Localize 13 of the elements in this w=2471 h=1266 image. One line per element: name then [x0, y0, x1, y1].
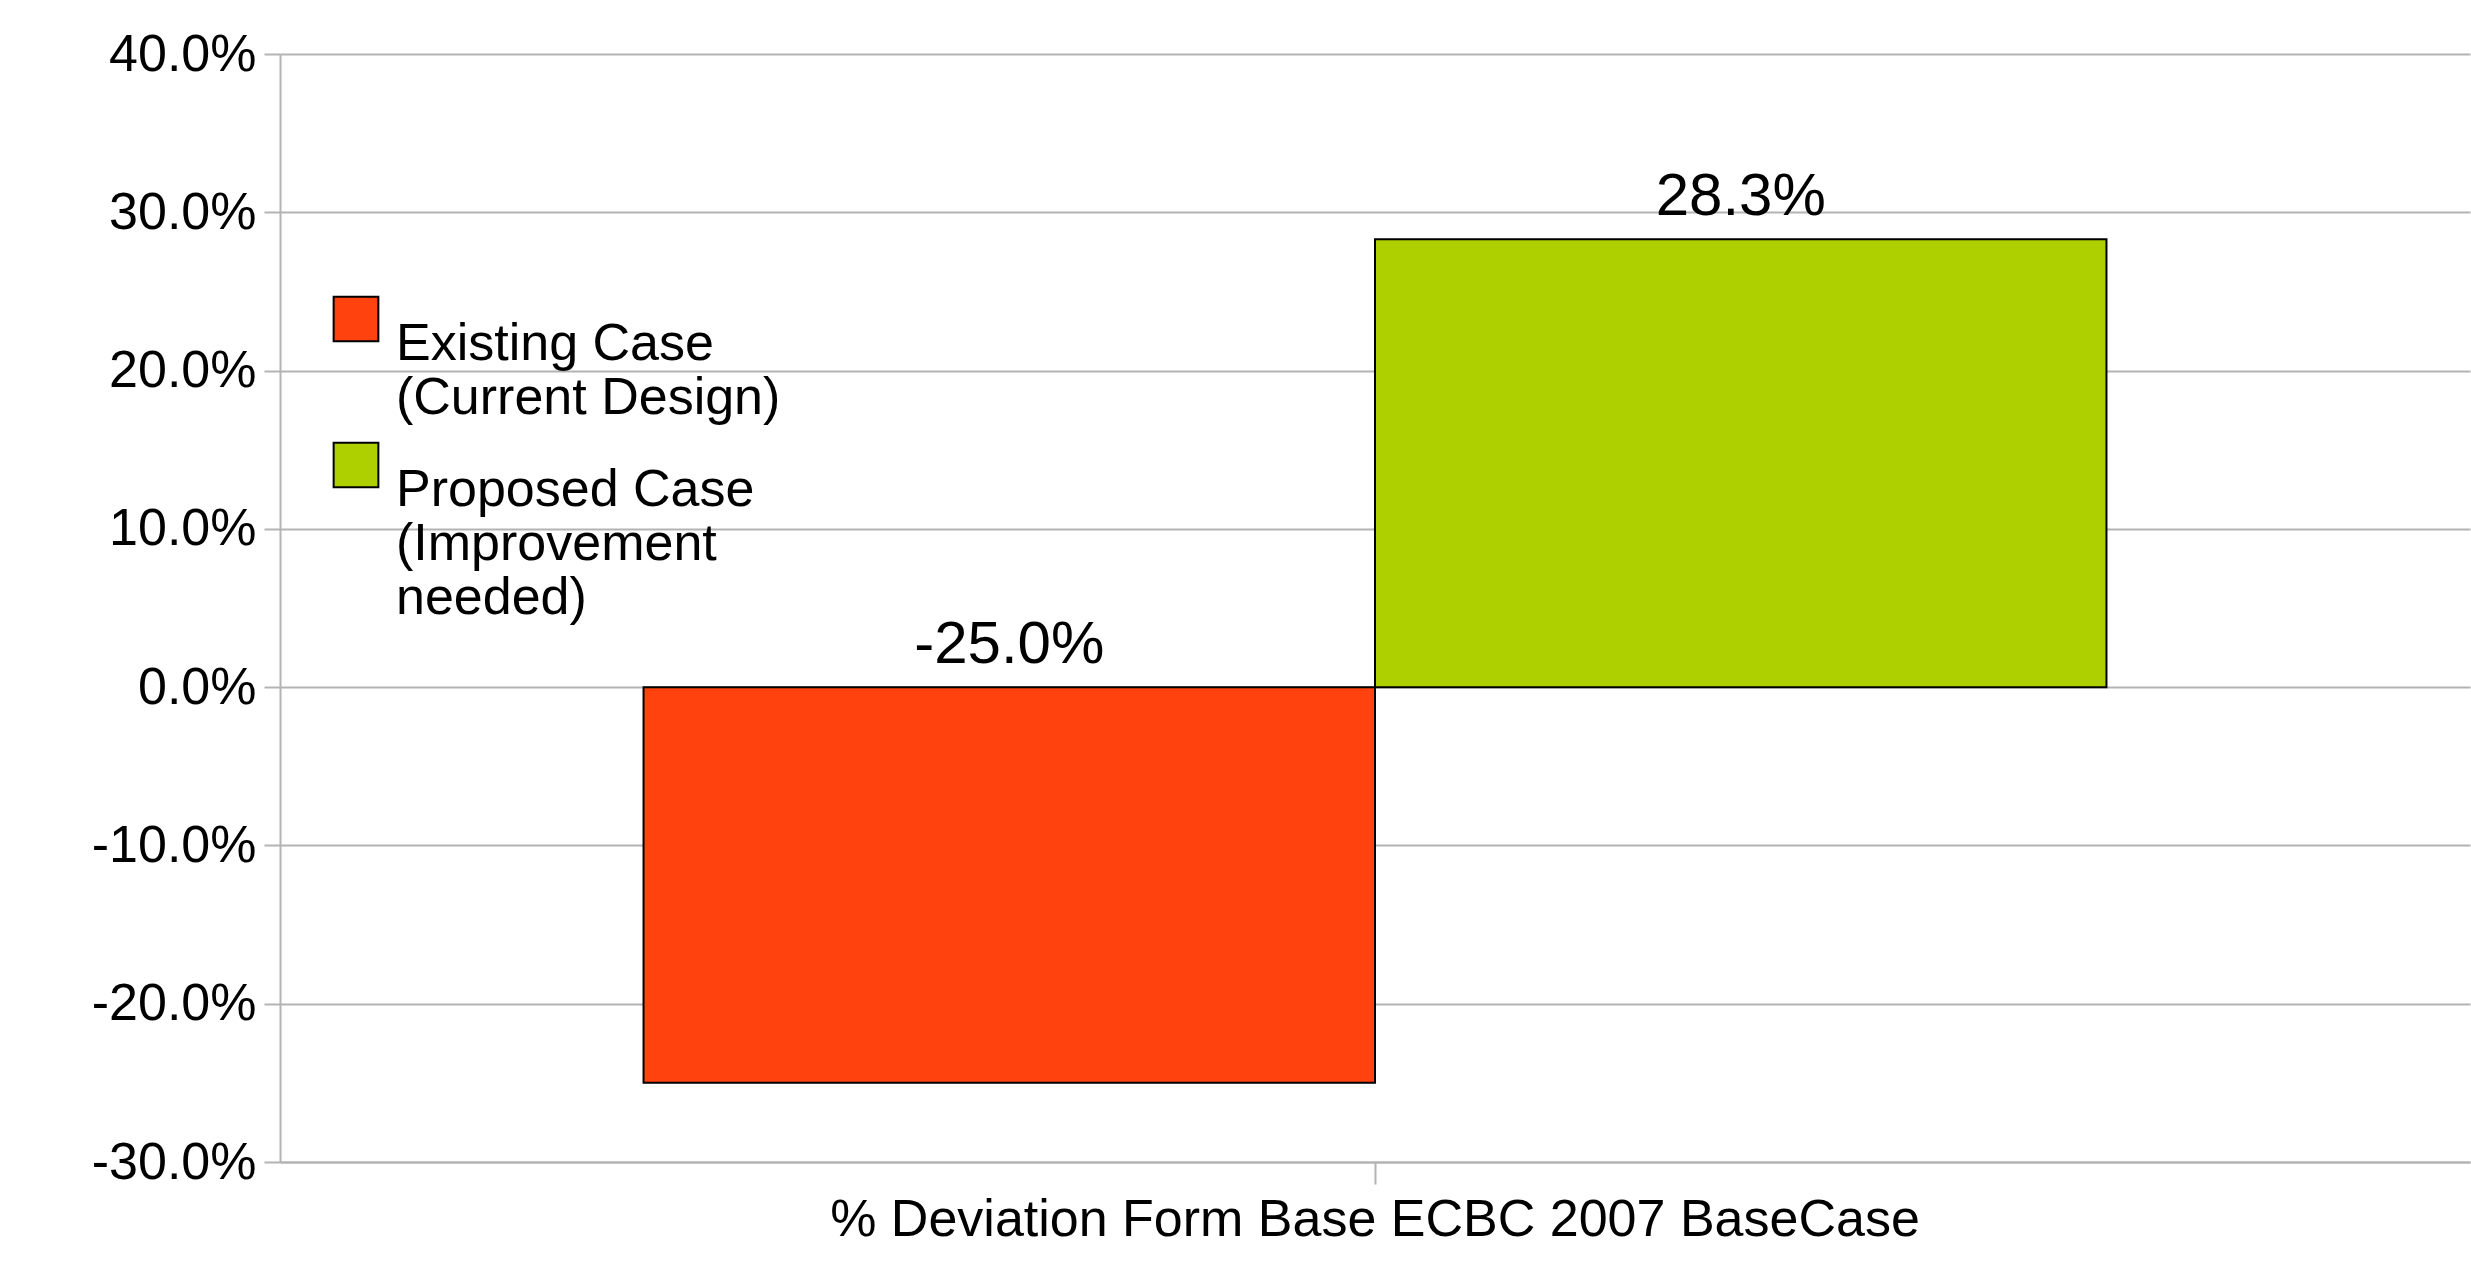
- data-label: -25.0%: [914, 609, 1105, 677]
- y-tick-label: 0.0%: [137, 656, 257, 715]
- legend-label: Existing Case (Current Design): [396, 313, 781, 425]
- legend-label: Proposed Case (Improvement needed): [396, 459, 755, 625]
- y-tick-label: 40.0%: [109, 23, 257, 82]
- y-tick-label: -10.0%: [91, 814, 257, 873]
- y-tick-label: 30.0%: [109, 181, 257, 240]
- x-tick-label: % Deviation Form Base ECBC 2007 BaseCase: [830, 1188, 1920, 1247]
- y-tick-label: 10.0%: [109, 498, 257, 557]
- y-tick-label: -30.0%: [91, 1131, 257, 1190]
- data-label: 28.3%: [1655, 161, 1826, 229]
- y-tick-label: 20.0%: [109, 340, 257, 399]
- y-tick-label: -20.0%: [91, 973, 257, 1032]
